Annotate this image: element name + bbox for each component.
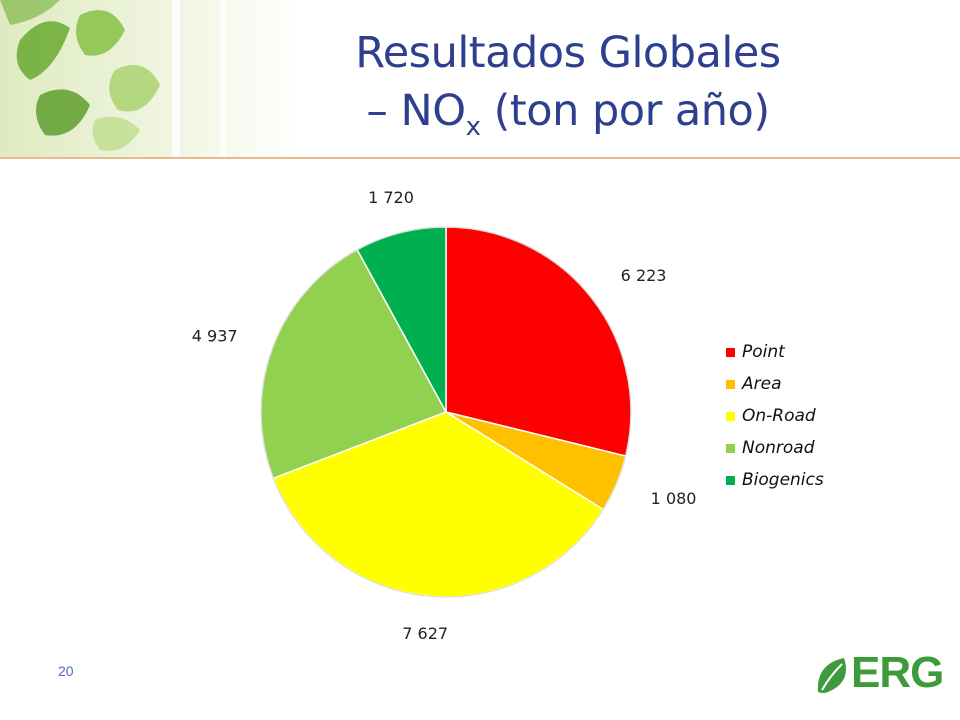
legend-item-area: Area: [726, 368, 824, 400]
legend-swatch: [726, 475, 735, 485]
legend-item-point: Point: [726, 336, 824, 368]
pie-slice-on-road: [272, 411, 605, 598]
legend-swatch: [726, 443, 735, 453]
legend-label: Biogenics: [742, 470, 824, 490]
pie-slice-point: [445, 226, 632, 457]
header-leaf-image: [0, 0, 300, 158]
legend-item-nonroad: Nonroad: [726, 432, 824, 464]
title-prefix: – NO: [366, 86, 466, 136]
data-label-on-road: 7 627: [402, 624, 448, 640]
title-line-2: – NOx (ton por año): [268, 82, 868, 140]
slide-title: Resultados Globales – NOx (ton por año): [268, 24, 868, 140]
legend-label: Area: [742, 374, 782, 394]
header-divider: [0, 157, 960, 159]
pie-chart: 6 223 1 080 7 627 4 937 1 720: [192, 188, 697, 640]
pie-outline: [260, 226, 632, 598]
legend-label: On-Road: [742, 406, 816, 426]
legend-item-on-road: On-Road: [726, 400, 824, 432]
legend-label: Point: [742, 342, 785, 362]
pie-slice-nonroad: [260, 248, 448, 480]
legend-item-biogenics: Biogenics: [726, 464, 824, 496]
legend-swatch: [726, 411, 735, 421]
data-label-biogenics: 1 720: [368, 188, 414, 207]
title-subscript: x: [465, 112, 481, 142]
legend-swatch: [726, 347, 735, 357]
data-label-area: 1 080: [651, 489, 697, 508]
logo-text: ERG: [851, 648, 944, 697]
data-label-nonroad: 4 937: [192, 327, 238, 346]
data-label-point: 6 223: [621, 266, 667, 285]
title-line-1: Resultados Globales: [355, 28, 781, 78]
title-suffix: (ton por año): [480, 86, 771, 136]
page-number: 20: [58, 663, 74, 679]
chart-legend: Point Area On-Road Nonroad Biogenics: [726, 336, 824, 496]
erg-logo: ERG: [814, 648, 944, 698]
legend-label: Nonroad: [742, 438, 815, 458]
legend-swatch: [726, 379, 735, 389]
leaf-icon: [817, 658, 846, 693]
pie-slice-biogenics: [356, 226, 447, 413]
